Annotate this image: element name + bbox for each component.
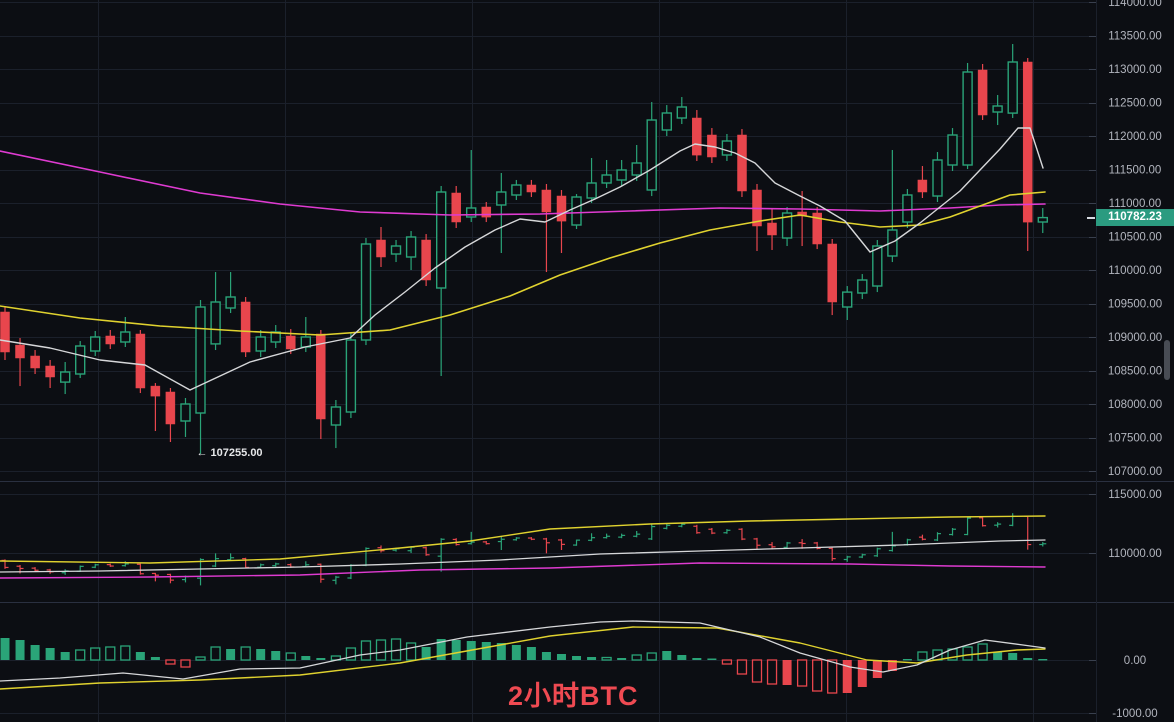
current-price-badge[interactable]: 110782.23 <box>1096 209 1174 227</box>
axis-label: 108000.00 <box>1108 399 1162 411</box>
axis-label: 113000.00 <box>1108 64 1162 76</box>
axis-label: 113500.00 <box>1108 31 1162 43</box>
axis-label: 111000.00 <box>1109 198 1162 210</box>
axis-label: 112000.00 <box>1108 131 1162 143</box>
panel-dividers[interactable] <box>0 481 1174 603</box>
axis-label: 111500.00 <box>1109 165 1162 177</box>
timeframe-symbol-watermark: 2小时BTC <box>508 681 639 711</box>
axis-label: 107000.00 <box>1108 466 1162 478</box>
macd-histogram <box>0 638 1048 694</box>
main-ma-lines <box>0 127 1046 391</box>
axis-label: 112500.00 <box>1108 98 1162 110</box>
mini-panel-bars <box>1 513 1047 586</box>
candles-layer <box>0 44 1049 454</box>
axis-label: 109500.00 <box>1108 299 1162 311</box>
axis-label: 0.00 <box>1124 655 1146 667</box>
axis-label: 110500.00 <box>1108 232 1162 244</box>
price-axis-scrollbar-thumb[interactable] <box>1164 340 1170 380</box>
axis-label: 114000.00 <box>1108 0 1162 9</box>
macd-lines <box>0 620 1046 690</box>
axis-label: 115000.00 <box>1108 489 1162 501</box>
axis-label: 110000.00 <box>1108 265 1162 277</box>
axis-label: 108500.00 <box>1108 366 1162 378</box>
low-price-marker: ← 107255.00 <box>196 446 263 459</box>
price-axis[interactable]: 114000.00 113500.00 113000.00 112500.00 1120… <box>1089 0 1162 722</box>
axis-label: -1000.00 <box>1112 708 1157 720</box>
axis-label: 107500.00 <box>1108 433 1162 445</box>
mini-panel-ma-lines <box>0 515 1046 579</box>
current-price-tick <box>1087 216 1095 219</box>
axis-label: 109000.00 <box>1108 332 1162 344</box>
axis-label: 110000.00 <box>1108 548 1162 560</box>
grid-layer <box>0 0 1096 722</box>
